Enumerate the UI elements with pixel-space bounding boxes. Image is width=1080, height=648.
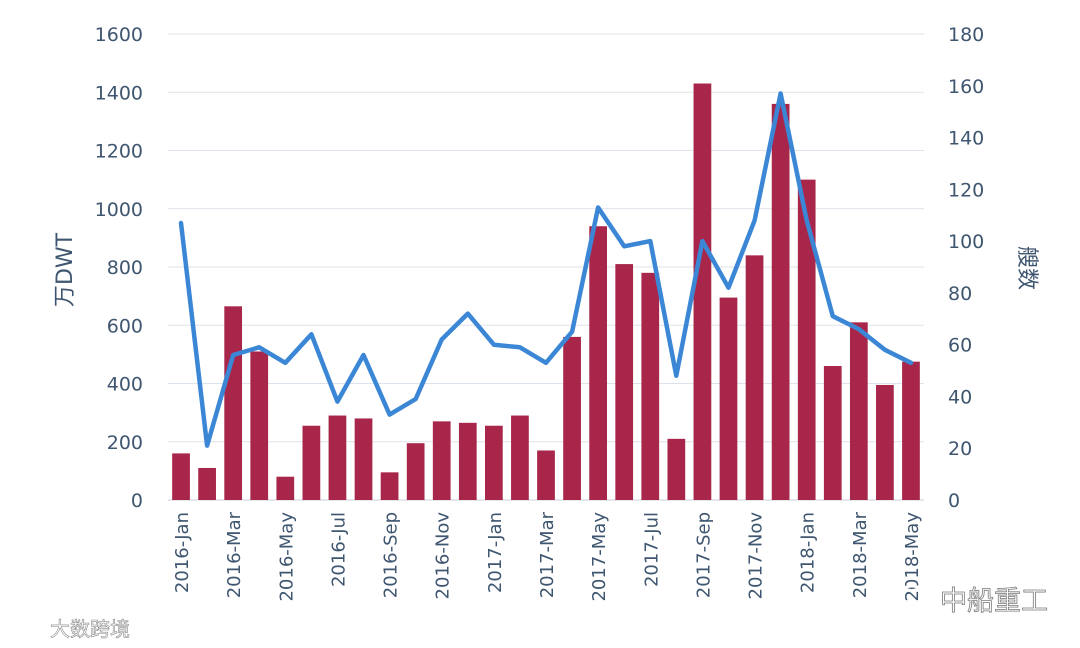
- y2-tick-label: 180: [948, 24, 984, 46]
- x-tick-label: 2018-May: [902, 512, 923, 602]
- x-tick-label: 2016-Nov: [433, 512, 454, 600]
- bar: [276, 476, 295, 500]
- y-tick-label: 800: [107, 257, 143, 279]
- bar: [615, 264, 634, 500]
- watermark-right-text: 中船重工: [940, 586, 1048, 617]
- y2-tick-label: 60: [948, 335, 972, 357]
- bar: [823, 366, 842, 500]
- bar: [484, 425, 503, 500]
- x-tick-label: 2016-Jul: [328, 512, 349, 587]
- bar: [719, 297, 738, 500]
- y2-tick-label: 20: [948, 438, 972, 460]
- y-tick-label: 1200: [95, 141, 143, 163]
- bar: [224, 306, 243, 500]
- x-tick-label: 2017-Jul: [641, 512, 662, 587]
- bar: [589, 226, 608, 500]
- bar-series: [172, 83, 920, 501]
- y2-tick-label: 120: [948, 179, 984, 201]
- bar: [902, 361, 920, 500]
- gridlines: [168, 33, 924, 501]
- bar: [537, 450, 555, 500]
- bar: [432, 421, 451, 500]
- bar: [302, 425, 321, 500]
- line-series: [178, 91, 914, 448]
- x-tick-label: 2016-Mar: [224, 511, 245, 598]
- wechat-icon-small: [916, 596, 940, 620]
- x-tick-label: 2016-Jan: [172, 512, 193, 593]
- bar: [641, 272, 660, 500]
- y2-tick-label: 100: [948, 231, 984, 253]
- watermark-left-text: 大数跨境: [50, 617, 130, 641]
- y2-tick-label: 140: [948, 128, 984, 150]
- bar: [563, 336, 581, 500]
- watermark-logo-icon-dot: [29, 617, 39, 627]
- y-axis-title-left: 万DWT: [53, 232, 78, 307]
- bar: [693, 83, 712, 500]
- y2-tick-label: 0: [948, 490, 960, 512]
- y-axis-title-right: 艘数: [1014, 246, 1039, 290]
- x-tick-label: 2018-Mar: [850, 511, 871, 598]
- bar: [797, 179, 816, 500]
- x-tick-label: 2018-Jan: [798, 512, 819, 593]
- bar: [406, 443, 425, 500]
- bar: [849, 322, 868, 500]
- wechat-icon: [896, 584, 928, 616]
- bar: [354, 418, 373, 500]
- x-tick-label: 2017-Jan: [485, 512, 506, 593]
- watermark-left: 大数跨境: [12, 617, 130, 641]
- bar: [876, 384, 894, 500]
- y2-tick-label: 40: [948, 386, 972, 408]
- watermark-logo-icon: [12, 618, 32, 638]
- y-tick-label: 0: [131, 490, 143, 512]
- bar: [458, 422, 477, 500]
- bar: [328, 415, 347, 500]
- y2-tick-label: 80: [948, 283, 972, 305]
- bar: [667, 438, 686, 500]
- y-axis-right: 0 20 40 60 80 100 120 140 160 180: [948, 24, 984, 512]
- bar: [198, 467, 216, 500]
- bar: [511, 415, 529, 500]
- x-tick-label: 2017-Sep: [693, 512, 714, 598]
- bar: [250, 351, 269, 500]
- y-tick-label: 1600: [95, 24, 143, 46]
- y-tick-label: 600: [107, 315, 143, 337]
- bar: [771, 103, 790, 501]
- watermark-right: 中船重工: [896, 584, 1048, 620]
- y-tick-label: 1400: [95, 82, 143, 104]
- x-tick-label: 2017-May: [589, 512, 610, 602]
- y-tick-label: 1000: [95, 199, 143, 221]
- x-tick-label: 2016-May: [276, 512, 297, 602]
- y-tick-label: 400: [107, 374, 143, 396]
- bar: [380, 472, 399, 500]
- x-tick-label: 2017-Nov: [746, 512, 767, 600]
- y-axis-left: 0 200 400 600 800 1000 1200 1400 1600: [95, 24, 143, 512]
- x-tick-label: 2017-Mar: [537, 511, 558, 598]
- x-tick-label: 2016-Sep: [381, 512, 402, 598]
- y2-tick-label: 160: [948, 76, 984, 98]
- bar: [745, 255, 764, 500]
- x-axis: 2016-Jan 2016-Mar 2016-May 2016-Jul 2016-Sep…: [172, 511, 923, 601]
- y-tick-label: 200: [107, 432, 143, 454]
- bar: [172, 453, 190, 500]
